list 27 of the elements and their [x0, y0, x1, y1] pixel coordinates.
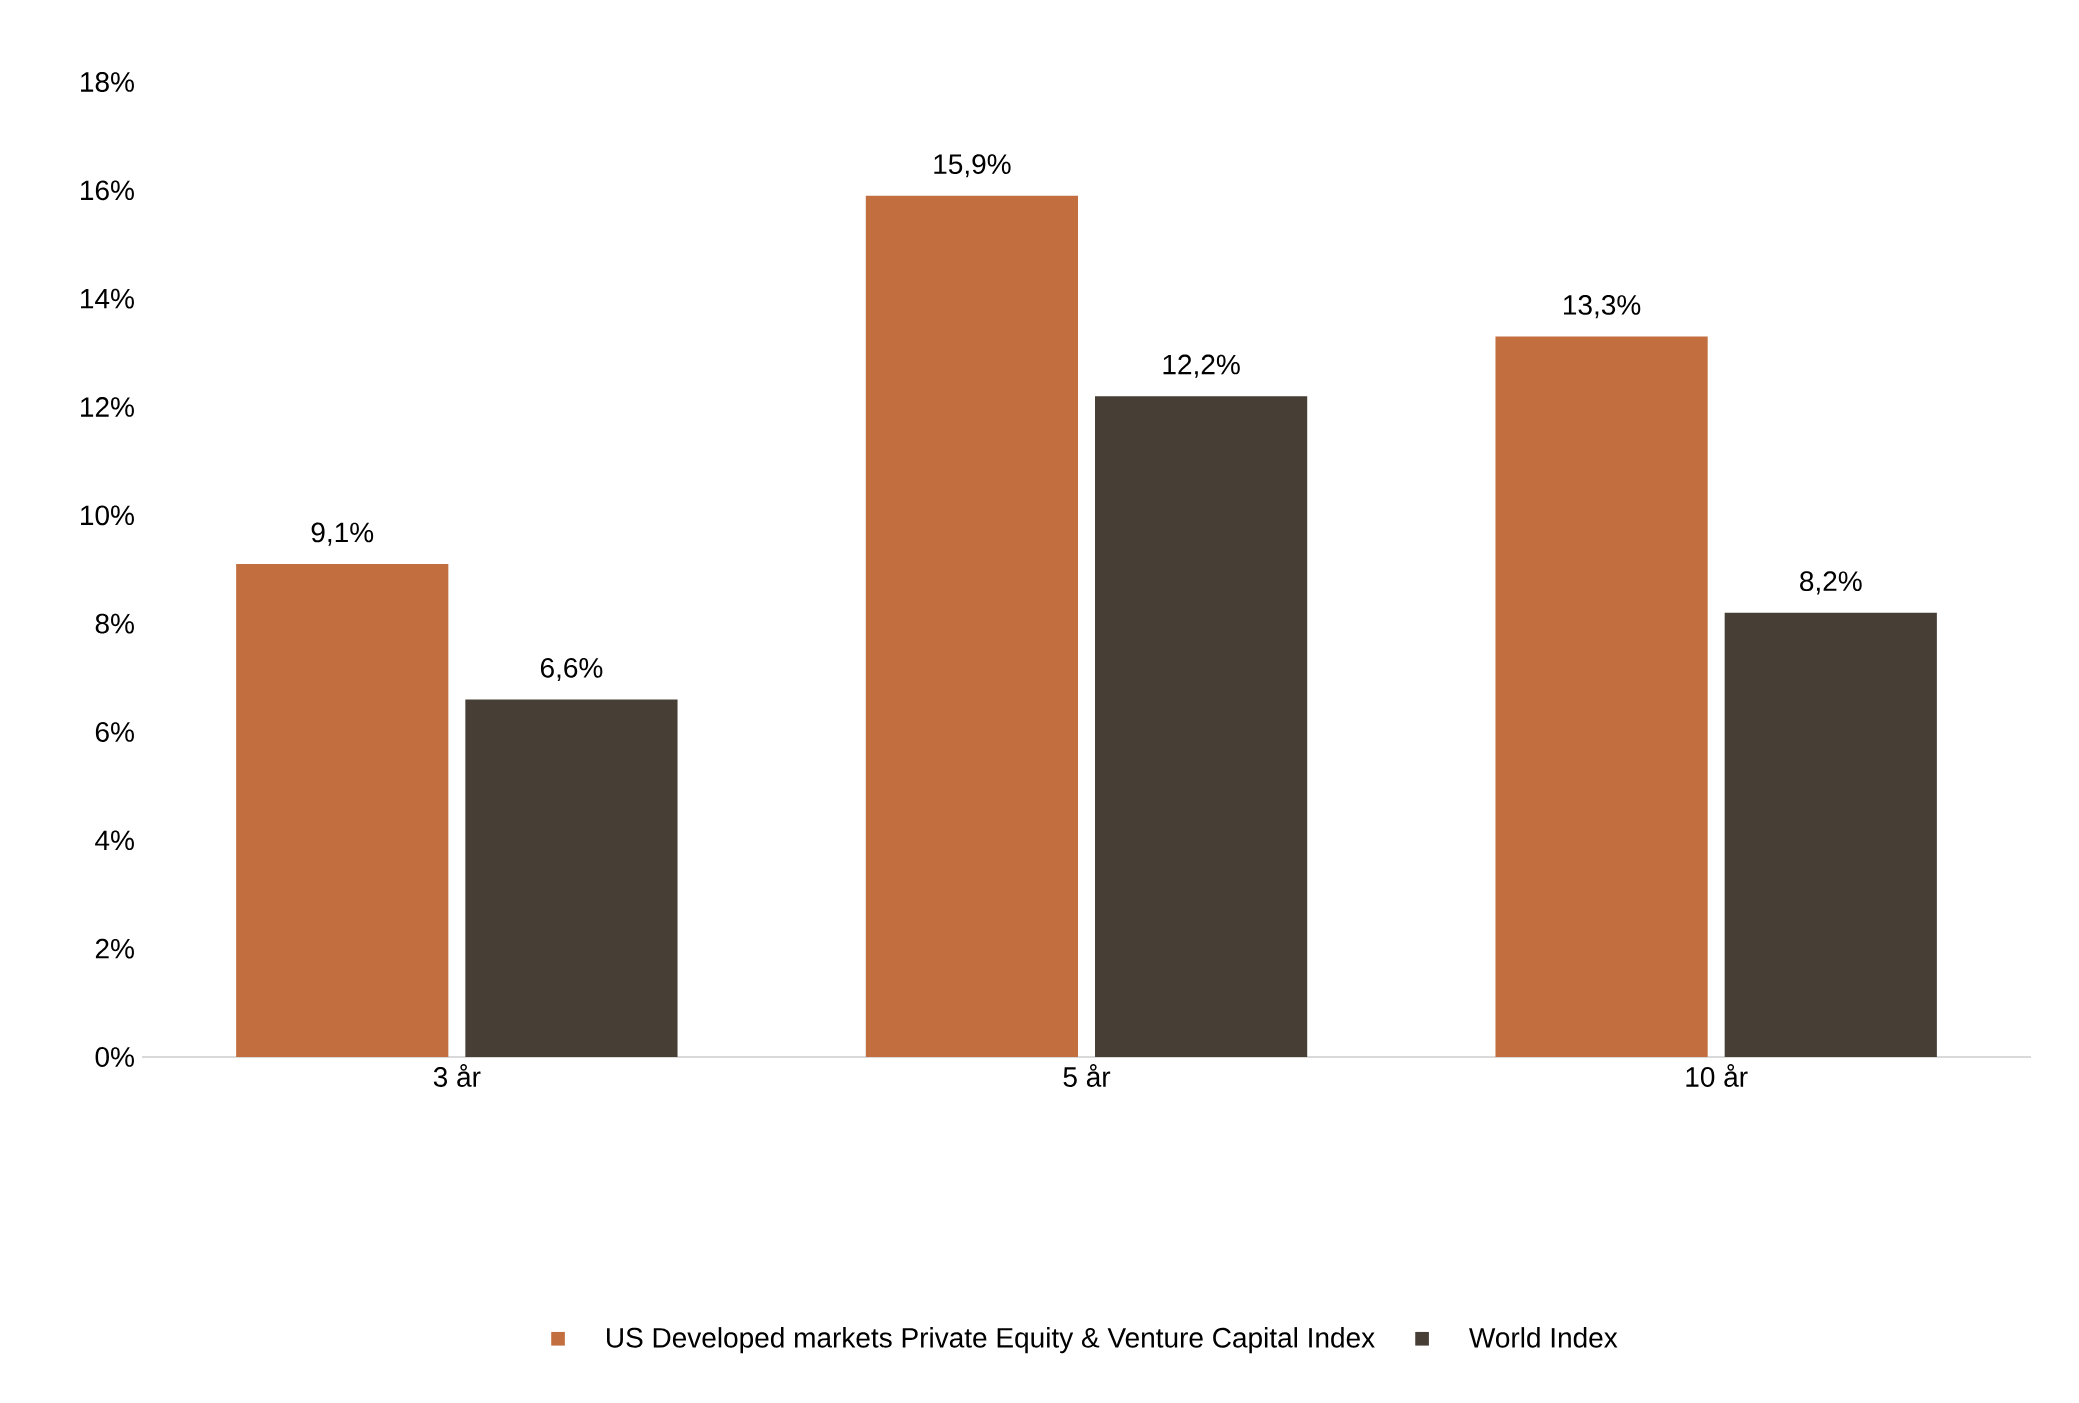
- legend-label: World Index: [1469, 1327, 1618, 1348]
- data-label: 13,3%: [1564, 295, 1641, 319]
- y-tick-label: 6%: [95, 722, 134, 742]
- bar: [1095, 396, 1308, 1057]
- data-label: 8,2%: [1800, 571, 1862, 595]
- data-label: 15,9%: [934, 154, 1011, 178]
- y-tick-label: 16%: [81, 180, 134, 201]
- y-tick-label: 4%: [95, 830, 134, 851]
- bar: [1724, 612, 1937, 1057]
- data-label: 9,1%: [311, 522, 374, 546]
- data-label: 6,6%: [540, 657, 603, 682]
- bar: [1495, 336, 1708, 1057]
- y-tick-label: 18%: [81, 72, 134, 92]
- data-label: 12,2%: [1163, 354, 1240, 378]
- y-tick-label: 8%: [95, 613, 134, 634]
- y-tick-label: 2%: [95, 938, 134, 959]
- bar: [236, 564, 449, 1057]
- x-tick-label: 3 år: [433, 1064, 481, 1087]
- x-tick-label: 10 år: [1686, 1064, 1748, 1087]
- y-tick-label: 0%: [95, 1047, 134, 1067]
- legend-label: US Developed markets Private Equity & Venture Capital Index: [607, 1327, 1375, 1354]
- bar: [865, 195, 1079, 1057]
- bar: [465, 699, 678, 1057]
- y-tick-label: 12%: [81, 397, 134, 417]
- y-tick-label: 14%: [81, 288, 134, 309]
- x-tick-label: 5 år: [1063, 1064, 1111, 1087]
- y-tick-label: 10%: [81, 505, 134, 526]
